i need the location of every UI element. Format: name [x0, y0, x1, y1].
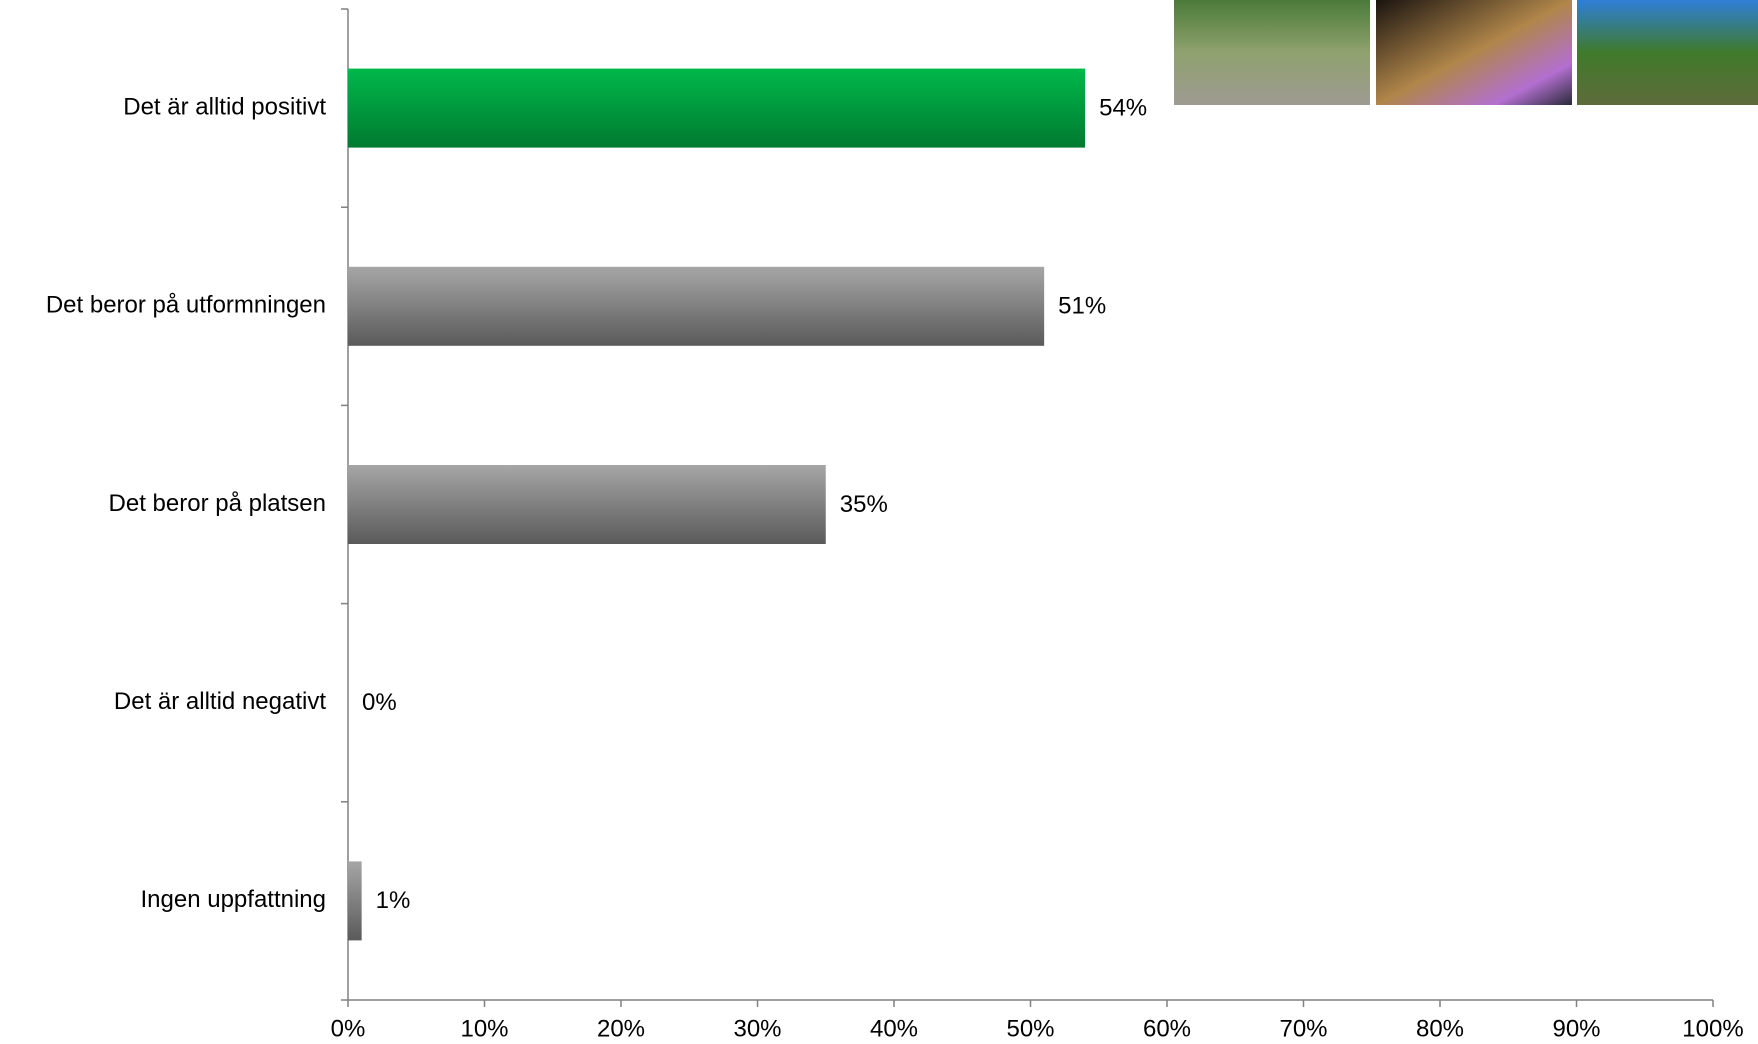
bar [348, 861, 362, 941]
y-tick-label: Det beror på platsen [109, 490, 326, 517]
x-tick-label: 80% [1416, 1015, 1464, 1042]
value-label: 54% [1099, 94, 1147, 121]
y-tick-label: Det är alltid negativt [114, 688, 326, 715]
bar [348, 266, 1045, 346]
value-label: 0% [362, 689, 397, 716]
x-tick-label: 0% [331, 1015, 366, 1042]
x-tick-label: 70% [1279, 1015, 1327, 1042]
x-tick-label: 60% [1143, 1015, 1191, 1042]
photo [1577, 0, 1758, 105]
x-tick-label: 100% [1682, 1015, 1743, 1042]
value-label: 35% [840, 491, 888, 518]
y-tick-label: Ingen uppfattning [141, 886, 327, 913]
value-label: 1% [376, 887, 411, 914]
x-tick-label: 20% [597, 1015, 645, 1042]
x-tick-label: 90% [1552, 1015, 1600, 1042]
x-tick-label: 10% [460, 1015, 508, 1042]
x-tick-label: 30% [733, 1015, 781, 1042]
bar [348, 68, 1086, 148]
x-tick-label: 40% [870, 1015, 918, 1042]
value-label: 51% [1058, 293, 1106, 320]
photo [1376, 0, 1572, 105]
y-tick-label: Det beror på utformningen [46, 292, 326, 319]
bar [348, 465, 826, 544]
photo [1174, 0, 1370, 105]
y-tick-label: Det är alltid positivt [123, 93, 326, 120]
x-tick-label: 50% [1006, 1015, 1054, 1042]
